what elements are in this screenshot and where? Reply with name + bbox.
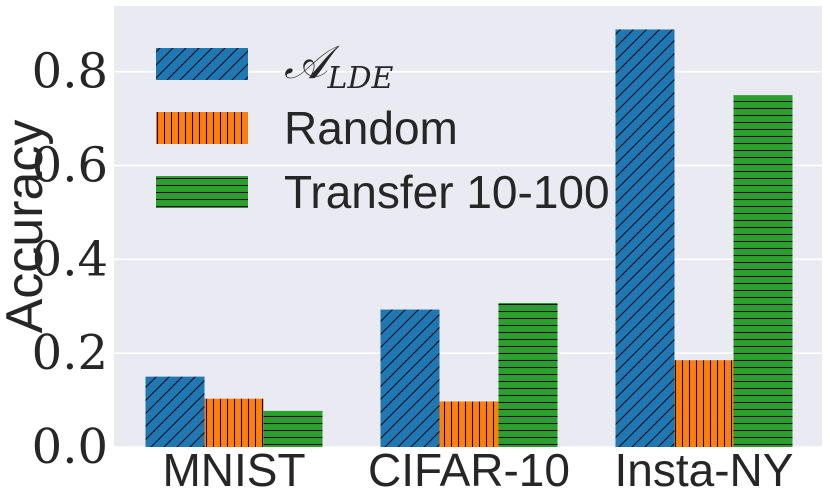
legend-label: Random [284, 102, 458, 154]
y-tick-label: 0.0 [32, 419, 108, 475]
bar [674, 360, 734, 447]
y-tick-label: 0.2 [32, 325, 108, 381]
x-tick-label: CIFAR-10 [368, 444, 570, 496]
legend-swatch [156, 112, 248, 144]
y-axis-label: Accuracy [0, 120, 54, 334]
y-tick-label: 0.8 [32, 44, 108, 100]
bar [263, 410, 323, 447]
bars [145, 29, 793, 447]
legend-swatch [156, 176, 248, 208]
bar [498, 302, 558, 447]
y-tick-labels: 0.0 0.2 0.4 0.6 0.8 [32, 44, 108, 475]
bar [145, 376, 205, 447]
x-tick-label: MNIST [162, 444, 305, 496]
legend-label: 𝒜LDE [284, 35, 394, 96]
bar [615, 29, 675, 447]
x-tick-labels: MNIST CIFAR-10 Insta-NY [162, 444, 793, 496]
legend-swatch [156, 48, 248, 80]
y-tick-label: 0.4 [32, 231, 108, 287]
bar [439, 401, 499, 447]
bar [733, 95, 793, 447]
bar [204, 398, 264, 447]
legend-label: Transfer 10-100 [284, 166, 610, 218]
legend: 𝒜LDE Random Transfer 10-100 [156, 35, 610, 218]
bar [380, 309, 440, 447]
y-tick-label: 0.6 [32, 138, 108, 194]
x-tick-label: Insta-NY [615, 444, 794, 496]
